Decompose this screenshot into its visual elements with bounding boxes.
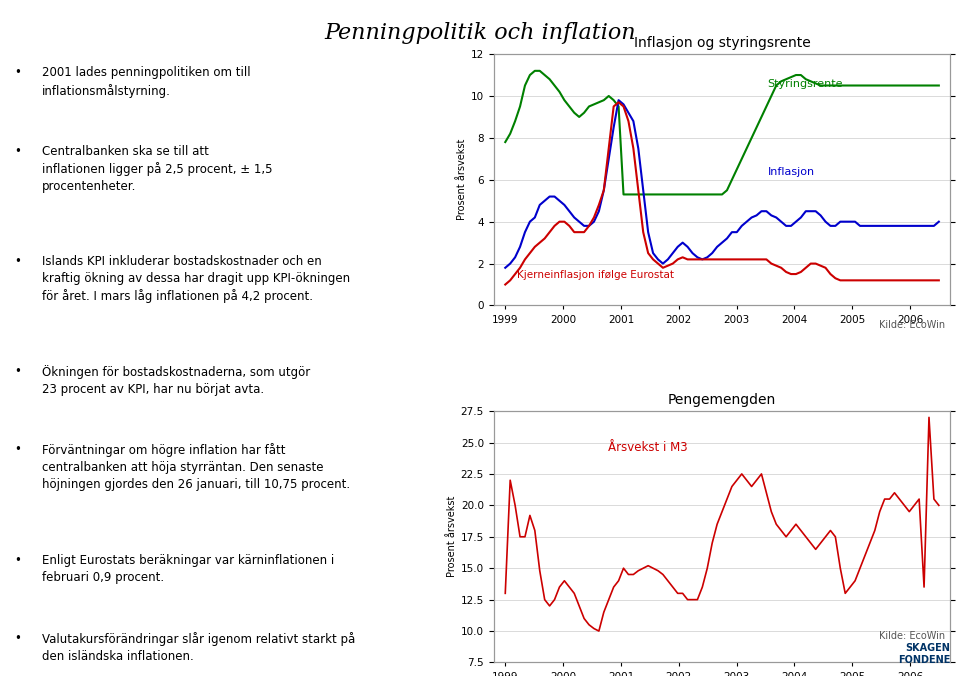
Text: 2001 lades penningpolitiken om till
inflationsmålstyrning.: 2001 lades penningpolitiken om till infl… — [41, 66, 251, 97]
Text: Kjerneinflasjon ifølge Eurostat: Kjerneinflasjon ifølge Eurostat — [516, 270, 674, 281]
Text: SKAGEN
FONDENE: SKAGEN FONDENE — [898, 644, 950, 665]
Text: Centralbanken ska se till att
inflationen ligger på 2,5 procent, ± 1,5
procenten: Centralbanken ska se till att inflatione… — [41, 145, 272, 193]
Text: •: • — [14, 443, 21, 456]
Text: Årsvekst i M3: Årsvekst i M3 — [608, 441, 687, 454]
Text: Kilde: EcoWin: Kilde: EcoWin — [879, 320, 946, 330]
Text: •: • — [14, 365, 21, 378]
Text: Islands KPI inkluderar bostadskostnader och en
kraftig ökning av dessa har dragi: Islands KPI inkluderar bostadskostnader … — [41, 255, 349, 304]
Text: Kilde: EcoWin: Kilde: EcoWin — [879, 631, 946, 641]
Text: Inflasjon: Inflasjon — [768, 167, 815, 177]
Text: Valutakursförändringar slår igenom relativt starkt på
den isländska inflationen.: Valutakursförändringar slår igenom relat… — [41, 632, 355, 663]
Y-axis label: Prosent årsvekst: Prosent årsvekst — [457, 139, 467, 220]
Text: •: • — [14, 632, 21, 645]
Text: •: • — [14, 255, 21, 268]
Title: Inflasjon og styringsrente: Inflasjon og styringsrente — [634, 36, 810, 50]
Text: Förväntningar om högre inflation har fått
centralbanken att höja styrräntan. Den: Förväntningar om högre inflation har fåt… — [41, 443, 349, 491]
Text: Penningpolitik och inflation: Penningpolitik och inflation — [324, 22, 636, 44]
Text: Ökningen för bostadskostnaderna, som utgör
23 procent av KPI, har nu börjat avta: Ökningen för bostadskostnaderna, som utg… — [41, 365, 310, 396]
Text: •: • — [14, 145, 21, 158]
Text: •: • — [14, 554, 21, 566]
Y-axis label: Prosent årsvekst: Prosent årsvekst — [446, 496, 457, 577]
Title: Pengemengden: Pengemengden — [668, 393, 777, 407]
Text: Styringsrente: Styringsrente — [768, 79, 843, 89]
Text: •: • — [14, 66, 21, 79]
Text: Enligt Eurostats beräkningar var kärninflationen i
februari 0,9 procent.: Enligt Eurostats beräkningar var kärninf… — [41, 554, 334, 583]
